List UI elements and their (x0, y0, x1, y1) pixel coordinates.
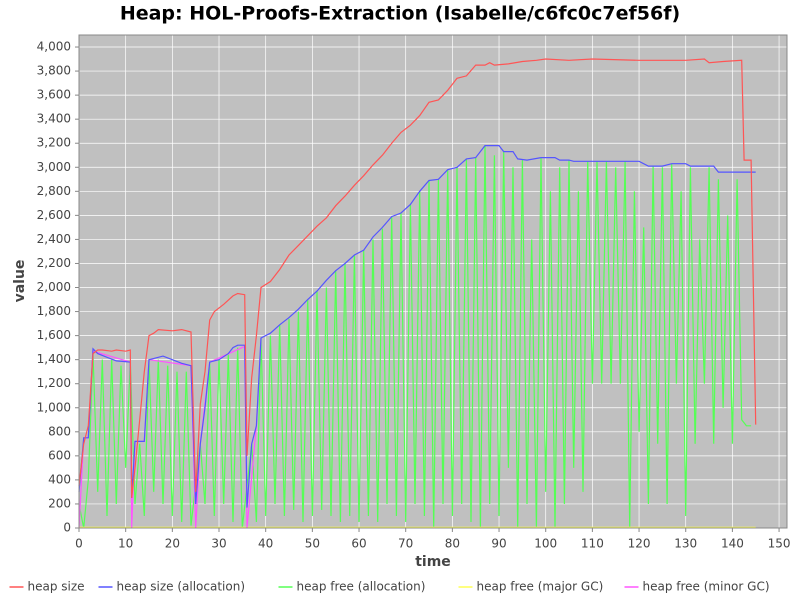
y-tick-label: 400 (48, 472, 71, 486)
y-tick-label: 3,800 (37, 64, 71, 78)
y-tick-label: 2,400 (37, 232, 71, 246)
x-tick-label: 20 (165, 537, 180, 551)
y-tick-label: 1,400 (37, 352, 71, 366)
legend-label: heap free (minor GC) (643, 580, 770, 594)
legend-label: heap size (28, 580, 85, 594)
x-tick-label: 40 (258, 537, 273, 551)
series-line (78, 58, 757, 498)
x-tick-label: 0 (75, 537, 83, 551)
x-tick-label: 110 (581, 537, 604, 551)
y-tick-label: 2,600 (37, 208, 71, 222)
x-tick-label: 30 (211, 537, 226, 551)
y-tick-label: 2,200 (37, 256, 71, 270)
y-tick-label: 2,000 (37, 280, 71, 294)
y-tick-label: 800 (48, 424, 71, 438)
chart-title: Heap: HOL-Proofs-Extraction (Isabelle/c6… (120, 3, 680, 25)
x-tick-label: 100 (534, 537, 557, 551)
plot-border (78, 34, 788, 529)
legend-label: heap free (allocation) (297, 580, 426, 594)
x-tick-label: 50 (305, 537, 320, 551)
x-tick-label: 120 (628, 537, 651, 551)
x-axis-title: time (415, 554, 451, 570)
y-tick-label: 600 (48, 448, 71, 462)
y-tick-label: 200 (48, 496, 71, 510)
y-tick-label: 1,000 (37, 400, 71, 414)
x-tick-label: 80 (445, 537, 460, 551)
x-tick-label: 10 (118, 537, 133, 551)
x-tick-label: 90 (491, 537, 506, 551)
y-tick-label: 1,600 (37, 328, 71, 342)
y-tick-label: 3,200 (37, 136, 71, 150)
y-tick-label: 3,000 (37, 160, 71, 174)
legend-label: heap size (allocation) (117, 580, 246, 594)
y-tick-label: 1,800 (37, 304, 71, 318)
series-line (78, 145, 756, 508)
y-tick-label: 4,000 (37, 40, 71, 54)
y-tick-label: 1,200 (37, 376, 71, 390)
x-tick-label: 140 (721, 537, 744, 551)
y-tick-label: 3,400 (37, 112, 71, 126)
y-tick-label: 3,600 (37, 88, 71, 102)
x-tick-label: 70 (398, 537, 413, 551)
y-tick-label: 0 (63, 521, 71, 535)
legend-label: heap free (major GC) (477, 580, 604, 594)
x-tick-label: 60 (351, 537, 366, 551)
x-tick-label: 130 (674, 537, 697, 551)
x-tick-label: 150 (768, 537, 791, 551)
y-tick-label: 2,800 (37, 184, 71, 198)
y-axis-title: value (12, 260, 28, 303)
